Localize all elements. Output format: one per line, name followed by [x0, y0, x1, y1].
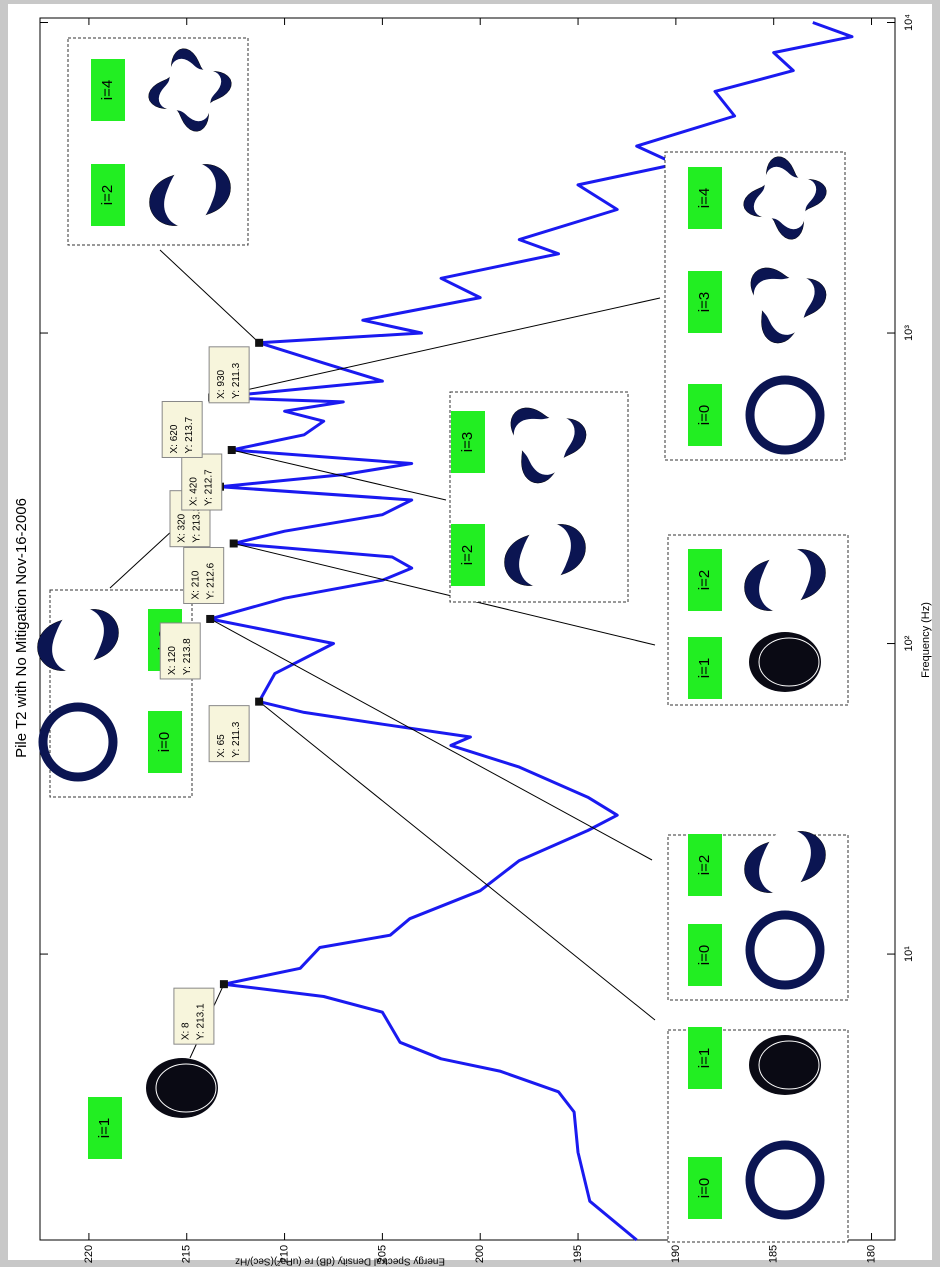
mode-label: i=2 [99, 185, 116, 205]
datatip-y: Y: 213.3 [192, 506, 203, 543]
y-tick-label: 205 [376, 1245, 388, 1263]
datatip-x: X: 420 [188, 477, 199, 506]
x-tick-label: 10⁴ [903, 14, 915, 31]
mode-label: i=2 [459, 545, 476, 565]
datatip-y: Y: 213.8 [182, 638, 193, 675]
x-tick-label: 10¹ [903, 946, 915, 962]
datatip-x: X: 320 [177, 513, 188, 542]
chart-title: Pile T2 with No Mitigation Nov-16-2006 [13, 498, 30, 758]
mode-shape [749, 632, 821, 692]
y-tick-label: 200 [474, 1245, 486, 1263]
y-tick-label: 215 [181, 1245, 193, 1263]
mode-label: i=1 [96, 1118, 113, 1138]
datatip-x: X: 65 [216, 734, 227, 758]
y-axis-label: Energy Spectral Density (dB) re (uPa²)(S… [235, 1255, 445, 1266]
datatip-x: X: 930 [216, 369, 227, 398]
datatip-y: Y: 212.7 [203, 469, 214, 506]
mode-label: i=2 [696, 570, 713, 590]
datatip-y: Y: 212.6 [205, 562, 216, 599]
y-tick-label: 220 [83, 1245, 95, 1263]
mode-label: i=2 [696, 855, 713, 875]
y-tick-label: 210 [278, 1245, 290, 1263]
datatip-x: X: 210 [190, 570, 201, 599]
datatip-y: Y: 213.1 [196, 1003, 207, 1040]
mode-label: i=1 [696, 658, 713, 678]
x-axis-label: Frequency (Hz) [920, 602, 932, 678]
mode-label: i=3 [459, 432, 476, 452]
datatip-marker [230, 539, 238, 547]
mode-label: i=0 [696, 405, 713, 425]
y-tick-label: 195 [572, 1245, 584, 1263]
datatip-y: Y: 211.3 [231, 721, 242, 757]
mode-shape [146, 1058, 218, 1118]
x-tick-label: 10² [903, 635, 915, 651]
mode-label: i=3 [696, 292, 713, 312]
y-tick-label: 190 [670, 1245, 682, 1263]
datatip-marker [255, 698, 263, 706]
y-tick-label: 180 [865, 1245, 877, 1263]
datatip-marker [206, 615, 214, 623]
mode-label: i=1 [696, 1048, 713, 1068]
datatip-x: X: 120 [167, 646, 178, 675]
mode-label: i=0 [696, 945, 713, 965]
mode-label: i=4 [696, 188, 713, 208]
datatip-y: Y: 211.3 [231, 362, 242, 398]
mode-label: i=4 [99, 80, 116, 100]
mode-shape [749, 1035, 821, 1095]
mode-label: i=0 [696, 1178, 713, 1198]
x-tick-label: 10³ [903, 325, 915, 341]
y-tick-label: 185 [768, 1245, 780, 1263]
datatip-x: X: 8 [181, 1022, 192, 1040]
mode-label: i=0 [156, 732, 173, 752]
datatip-x: X: 620 [169, 424, 180, 453]
datatip-marker [228, 446, 236, 454]
chart: Pile T2 with No Mitigation Nov-16-2006 F… [0, 0, 940, 1267]
datatip-y: Y: 213.7 [184, 416, 195, 453]
datatip-marker [220, 980, 228, 988]
datatip-marker [255, 339, 263, 347]
